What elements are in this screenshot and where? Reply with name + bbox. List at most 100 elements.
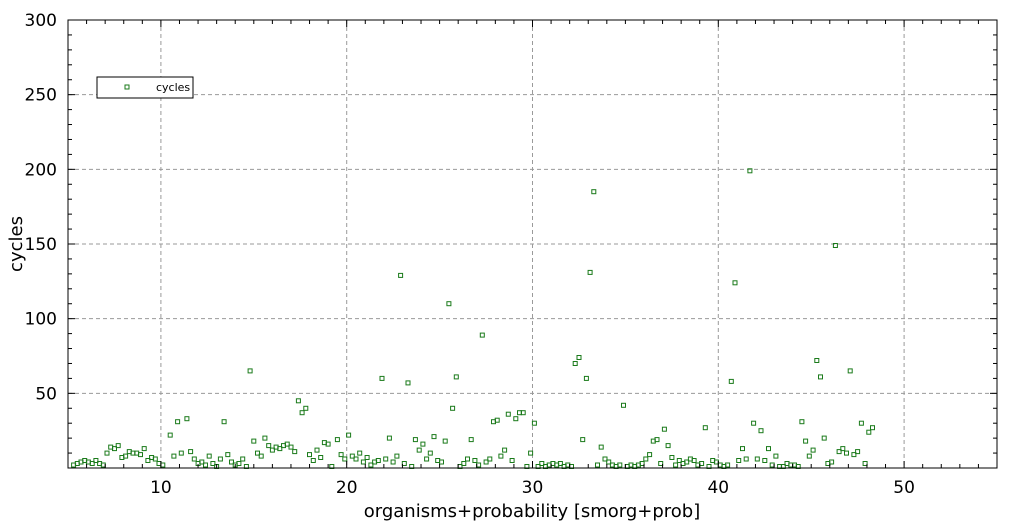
- data-point: [639, 461, 645, 466]
- data-point: [699, 461, 705, 466]
- data-point: [251, 438, 257, 444]
- data-point: [375, 458, 381, 463]
- data-point: [576, 355, 582, 360]
- data-point: [851, 452, 857, 458]
- y-tick-label: 250: [25, 86, 57, 106]
- data-point: [673, 462, 679, 468]
- data-point: [453, 374, 459, 380]
- x-tick-label: 20: [336, 478, 358, 498]
- data-point: [236, 461, 242, 466]
- data-point: [431, 434, 437, 440]
- data-point: [450, 405, 456, 411]
- data-point: [840, 446, 846, 452]
- data-point: [288, 444, 294, 450]
- data-point: [847, 368, 853, 374]
- data-point: [598, 444, 604, 450]
- data-point: [587, 269, 593, 275]
- data-point: [732, 280, 738, 286]
- data-point: [338, 452, 344, 458]
- data-point: [684, 459, 690, 465]
- data-point: [661, 426, 667, 432]
- data-point: [115, 443, 121, 449]
- data-point: [292, 449, 298, 455]
- x-tick-label: 50: [893, 478, 915, 498]
- data-point: [446, 301, 452, 307]
- data-point: [498, 453, 504, 459]
- data-point: [676, 458, 682, 463]
- data-point: [314, 447, 320, 453]
- data-point: [751, 420, 757, 426]
- data-point: [303, 405, 309, 411]
- data-point: [465, 456, 470, 462]
- data-point: [349, 453, 355, 459]
- data-point: [229, 459, 234, 465]
- data-point: [766, 446, 771, 452]
- data-point: [310, 458, 316, 463]
- data-point: [818, 374, 823, 380]
- y-tick-label: 50: [35, 384, 57, 404]
- data-point: [806, 453, 812, 459]
- data-point: [123, 453, 129, 459]
- data-point: [210, 461, 216, 466]
- data-point: [89, 461, 95, 466]
- data-point: [479, 332, 485, 338]
- data-point: [262, 435, 268, 441]
- grid-lines: [68, 20, 997, 468]
- data-point: [747, 168, 753, 174]
- data-point: [509, 458, 515, 463]
- data-point: [247, 368, 253, 374]
- data-point: [178, 450, 184, 456]
- data-point: [318, 455, 324, 460]
- data-point: [658, 461, 664, 466]
- data-point: [104, 450, 110, 456]
- x-tick-label: 10: [150, 478, 172, 498]
- legend-label: cycles: [156, 81, 190, 94]
- x-axis-title: organisms+probability [smorg+prob]: [364, 501, 701, 522]
- data-point: [175, 419, 181, 425]
- data-point: [225, 452, 231, 458]
- data-point: [217, 456, 223, 462]
- data-point: [420, 441, 426, 447]
- data-point: [531, 420, 537, 426]
- data-point: [427, 450, 433, 456]
- data-point: [346, 432, 352, 438]
- data-point: [112, 446, 117, 452]
- data-point: [754, 456, 760, 462]
- data-point: [439, 459, 444, 465]
- data-point: [799, 419, 805, 425]
- data-point: [862, 461, 868, 466]
- data-point: [342, 456, 348, 462]
- x-tick-label: 30: [522, 478, 544, 498]
- data-point: [606, 459, 612, 465]
- data-point: [171, 453, 177, 459]
- data-point: [472, 458, 478, 463]
- data-point: [353, 456, 359, 462]
- data-point: [505, 411, 511, 417]
- data-point: [93, 458, 99, 463]
- data-point: [844, 450, 849, 456]
- data-point: [461, 461, 467, 466]
- data-point: [360, 459, 366, 465]
- data-point: [266, 443, 272, 449]
- y-axis-title: cycles: [6, 216, 27, 272]
- y-tick-label: 200: [25, 160, 57, 180]
- data-point: [258, 453, 264, 459]
- data-point: [539, 461, 545, 466]
- data-point: [617, 462, 623, 468]
- data-point: [141, 446, 147, 452]
- data-point: [743, 456, 749, 462]
- data-point: [269, 447, 275, 453]
- data-point: [595, 462, 600, 468]
- data-point: [240, 456, 246, 462]
- data-point: [145, 458, 151, 463]
- data-point: [412, 437, 418, 443]
- data-point: [401, 461, 407, 466]
- data-point: [364, 455, 370, 460]
- data-point: [647, 452, 653, 458]
- data-point: [528, 450, 534, 456]
- data-point: [383, 456, 389, 462]
- data-points: [71, 168, 875, 469]
- data-point: [513, 416, 519, 422]
- x-tick-labels: 10 20 30 40 50: [150, 478, 915, 498]
- data-point: [669, 455, 675, 460]
